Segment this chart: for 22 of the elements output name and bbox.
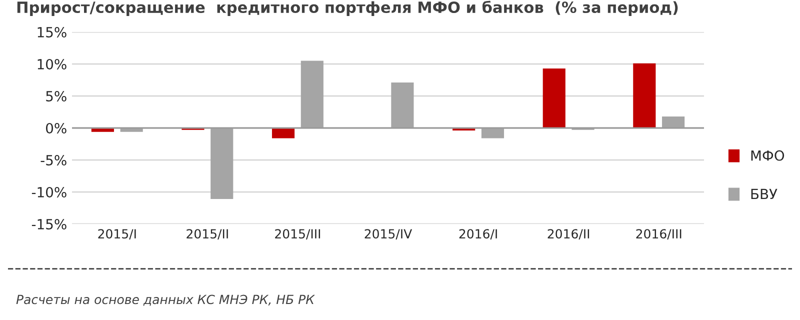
bar <box>542 68 566 128</box>
y-tick-label: 5% <box>46 90 66 102</box>
x-tick-label: 2016/I <box>459 229 497 240</box>
x-tick-label: 2015/III <box>275 229 320 240</box>
y-tick-label: 0% <box>46 122 66 134</box>
bar <box>633 63 656 128</box>
bar <box>91 128 114 132</box>
bar <box>272 128 295 138</box>
chart-title: Прирост/сокращение кредитного портфеля МФО и банков (% за период) <box>17 0 678 16</box>
y-tick-label: 10% <box>38 58 66 70</box>
y-tick-label: -15% <box>32 218 66 230</box>
text: Расчеты на основе данных КС МНЭ РК, НБ РК <box>16 294 315 306</box>
y-tick-label: -10% <box>32 186 66 198</box>
x-tick-label: 2015/IV <box>364 229 412 240</box>
x-tick-label: 2016/III <box>636 229 682 240</box>
legend-label: МФО <box>751 150 784 161</box>
x-tick-label: 2015/II <box>186 229 228 240</box>
y-tick-label: 15% <box>38 26 66 38</box>
x-tick-label: 2016/II <box>548 229 590 240</box>
x-tick-label: 2015/I <box>98 229 136 240</box>
y-tick-label: -5% <box>40 154 66 166</box>
legend-label: БВУ <box>751 188 778 200</box>
